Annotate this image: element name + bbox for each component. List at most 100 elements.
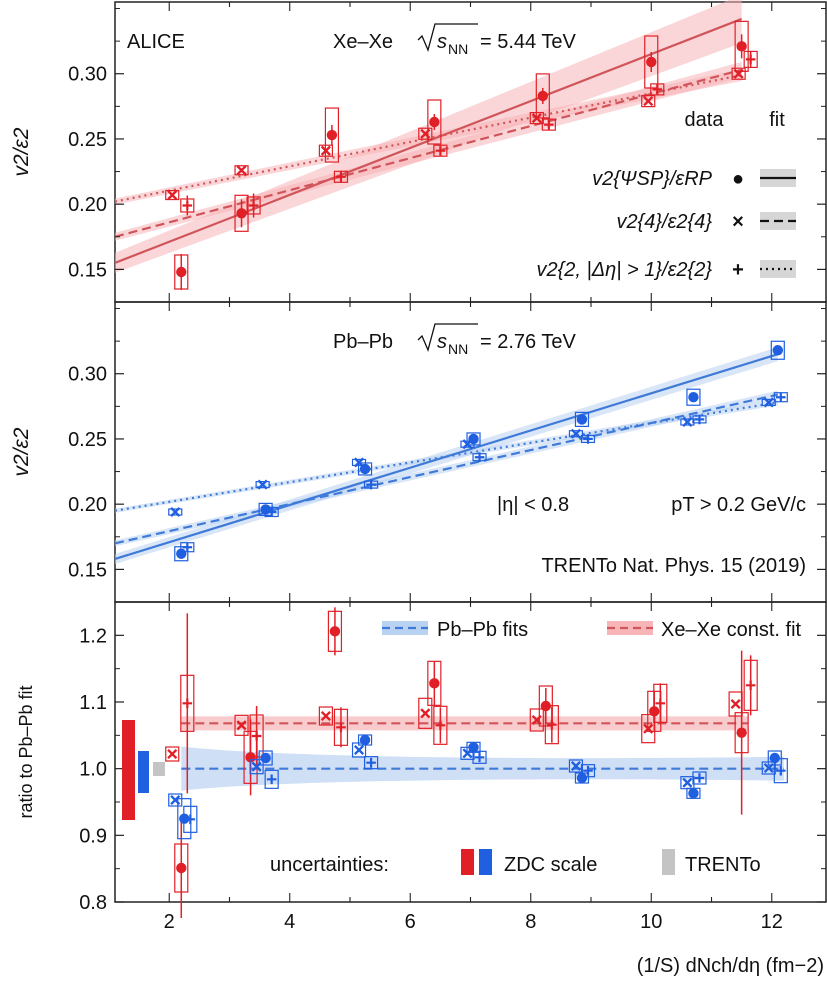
zdc-legend-blue	[479, 849, 492, 875]
xe-point-cross-syst-box	[418, 127, 433, 140]
xe-point-cross-syst-box	[234, 165, 249, 176]
sqrt-symbol-top	[417, 23, 478, 52]
trento-legend-text: TRENTo	[685, 854, 761, 876]
ytick-label: 0.8	[79, 892, 107, 914]
zdc-scale-bar-red	[122, 720, 135, 820]
xtick-label: 8	[525, 911, 536, 933]
xe-point-plus	[435, 145, 446, 156]
xe-system-label: Xe–Xe	[333, 31, 393, 53]
pb-ratio-plus	[694, 773, 705, 783]
xe-ratio-dot	[329, 626, 341, 637]
xe-point-cross	[643, 96, 654, 107]
panel-bottom-plot	[165, 607, 788, 918]
xe-point-plus	[336, 171, 346, 182]
sqrt-symbol-middle	[417, 323, 478, 352]
pb-ratio-dot	[576, 772, 588, 784]
xe-ratio-cross	[420, 708, 431, 719]
pb-sqrt-sub: NN	[448, 341, 468, 357]
xlabel: (1/S) dNch/dη (fm−2)	[637, 955, 824, 977]
xe-point-cross-syst-box	[529, 111, 544, 125]
pb-ratio-plus	[266, 774, 277, 785]
xe-ratio-cross-syst-box	[165, 746, 180, 762]
xe-point-dot	[326, 129, 338, 141]
xe-point-dot	[176, 266, 187, 278]
pb-point-cross-syst-box	[568, 430, 584, 438]
pb-ratio-cross	[570, 760, 581, 772]
legend-entry-label: v2{ΨSP}/εRP	[592, 168, 713, 190]
pb-point-dot-syst-box	[770, 340, 785, 360]
zdc-legend-text: ZDC scale	[504, 854, 597, 876]
ylabel-top: v2/ε2	[10, 127, 33, 176]
zdc-scale-bar-blue	[138, 751, 149, 793]
pb-point-cross	[682, 416, 693, 428]
legend-top: v2{ΨSP}/εRP ● v2{4}/ε2{4} × v2{2, |Δη| > 1}/…	[537, 168, 796, 281]
pb-ratio-cross	[251, 761, 262, 772]
xe-ratio-cross-syst-box	[418, 697, 433, 729]
xe-point-cross	[236, 165, 247, 176]
pb-ratio-dot-syst-box	[258, 750, 273, 766]
xe-ratio-plus	[182, 698, 193, 709]
pb-point-dot	[688, 392, 699, 403]
ytick-label: 0.20	[68, 194, 107, 216]
pb-ratio-cross	[682, 777, 693, 788]
svg-text:v2/ε2: v2/ε2	[10, 127, 33, 176]
xe-point-dot-syst-box	[234, 194, 249, 232]
pb-ratio-plus-syst-box	[580, 764, 596, 778]
xe-point-plus-syst-box	[541, 118, 556, 131]
xe-ratio-plus-syst-box	[433, 705, 448, 745]
pb-ratio-plus-syst-box	[183, 805, 198, 833]
xe-point-plus	[182, 200, 193, 211]
pb-point-cross-syst-box	[351, 458, 367, 467]
pb-ratio-plus	[474, 752, 485, 763]
legend-col-data: data	[685, 109, 725, 131]
xe-point-cross	[167, 189, 178, 201]
pb-ratio-cross-syst-box	[460, 746, 475, 760]
xe-point-dot	[236, 208, 247, 219]
fit-line-dotted	[114, 401, 778, 512]
pt-cut-label: pT > 0.2 GeV/c	[671, 494, 806, 516]
ytick-label: 0.20	[68, 494, 107, 516]
xtick-label: 10	[640, 911, 662, 933]
pb-point-plus	[583, 434, 593, 444]
pb-point-cross-syst-box	[460, 440, 475, 448]
pb-point-cross	[570, 428, 581, 439]
legend-xe-band	[607, 621, 653, 635]
xtick-label: 6	[405, 911, 416, 933]
pb-ratio-plus-syst-box	[773, 758, 788, 784]
pb-point-plus	[266, 507, 277, 517]
xe-point-dot-syst-box	[324, 107, 340, 163]
experiment-label: ALICE	[127, 31, 185, 53]
xe-point-dot	[537, 90, 549, 102]
pb-point-plus	[474, 452, 485, 463]
pb-point-plus	[182, 542, 193, 553]
pb-ratio-dot	[769, 752, 780, 764]
svg-text:ratio to Pb–Pb fit: ratio to Pb–Pb fit	[16, 685, 36, 818]
xtick-label: 2	[164, 911, 175, 933]
zdc-legend-red	[461, 849, 474, 875]
ytick-label: 0.15	[68, 559, 107, 581]
xe-point-cross-syst-box	[731, 67, 746, 80]
xe-ratio-plus	[655, 698, 666, 709]
xe-ratio-cross	[236, 720, 247, 731]
xe-point-cross	[531, 113, 542, 124]
pb-ratio-plus-syst-box	[472, 750, 487, 764]
xe-ratio-cross-syst-box	[641, 714, 656, 744]
pb-ratio-cross	[763, 762, 774, 774]
pb-ratio-cross-syst-box	[351, 742, 367, 758]
xe-ratio-plus	[251, 731, 262, 741]
reference-label: TRENTo Nat. Phys. 15 (2019)	[541, 555, 806, 577]
legend-xe-text: Xe–Xe const. fit	[661, 619, 802, 641]
trento-bar-grey	[153, 762, 165, 776]
pb-point-cross	[462, 439, 473, 450]
legend-entry-marker: ●	[732, 168, 744, 190]
fit-line-dashed	[114, 393, 779, 545]
pb-point-cross-syst-box	[761, 398, 776, 407]
legend-pb-text: Pb–Pb fits	[437, 619, 528, 641]
pb-ratio-plus-syst-box	[692, 771, 707, 785]
xe-point-cross-syst-box	[318, 144, 333, 157]
xe-ratio-dot	[429, 678, 440, 689]
xe-point-plus	[248, 200, 259, 211]
xe-ratio-dot	[736, 727, 747, 738]
pb-ratio-dot	[260, 752, 271, 764]
xe-ratio-cross	[730, 698, 741, 710]
